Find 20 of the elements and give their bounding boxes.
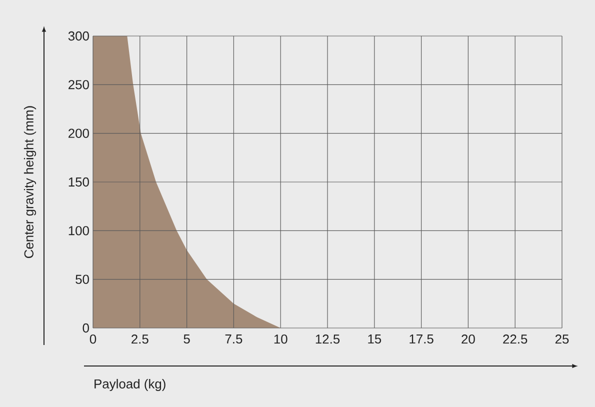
y-tick-label: 250	[68, 80, 89, 90]
y-tick-label: 0	[82, 323, 89, 333]
y-tick-label: 300	[68, 31, 89, 41]
x-tick-label: 12.5	[316, 334, 340, 344]
x-tick-label: 15	[368, 334, 382, 344]
y-tick-label: 100	[68, 226, 89, 236]
x-tick-label: 0	[90, 334, 96, 344]
y-tick-label: 200	[68, 128, 89, 138]
x-tick-label: 20	[462, 334, 475, 344]
y-tick-label: 50	[76, 274, 89, 284]
y-tick-label: 150	[68, 177, 89, 187]
x-tick-label: 22.5	[503, 334, 528, 344]
x-axis-title: Payload (kg)	[94, 378, 166, 392]
x-tick-label: 5	[184, 334, 190, 344]
y-axis-title: Center gravity height (mm)	[24, 106, 36, 258]
x-tick-label: 2.5	[132, 334, 148, 344]
x-tick-label: 17.5	[410, 334, 434, 344]
x-tick-label: 10	[274, 334, 288, 344]
x-tick-label: 25	[555, 334, 569, 344]
x-tick-label: 7.5	[225, 334, 242, 344]
